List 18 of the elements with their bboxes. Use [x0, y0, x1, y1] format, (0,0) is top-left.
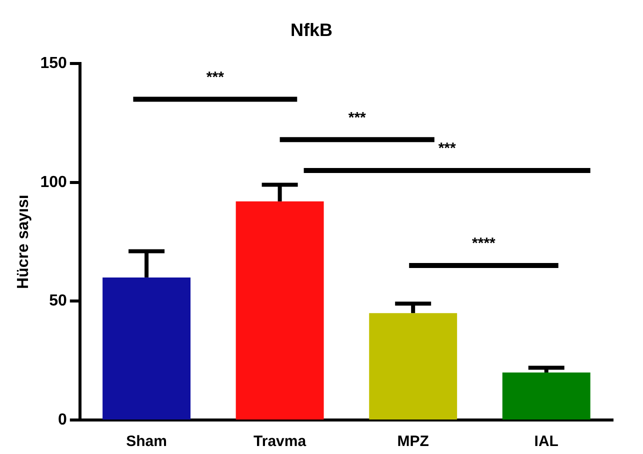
- y-axis-title: Hücre sayısı: [15, 194, 32, 289]
- annotation: ****: [472, 235, 496, 252]
- x-tick-label: IAL: [534, 433, 558, 450]
- bar: [502, 372, 590, 420]
- y-tick-label: 100: [40, 174, 67, 191]
- bar: [236, 201, 324, 420]
- bar: [102, 277, 191, 420]
- y-tick-label: 150: [40, 55, 67, 72]
- x-tick-label: Travma: [254, 433, 307, 450]
- x-tick-label: Sham: [126, 433, 167, 450]
- y-tick-label: 0: [58, 411, 67, 428]
- y-tick-label: 50: [49, 292, 67, 310]
- annotation: ***: [348, 109, 366, 126]
- annotation: ***: [438, 140, 456, 158]
- bar: [369, 313, 458, 420]
- x-tick-label: MPZ: [397, 433, 429, 450]
- chart-title: NfkB: [290, 20, 333, 40]
- annotation: ***: [206, 68, 224, 86]
